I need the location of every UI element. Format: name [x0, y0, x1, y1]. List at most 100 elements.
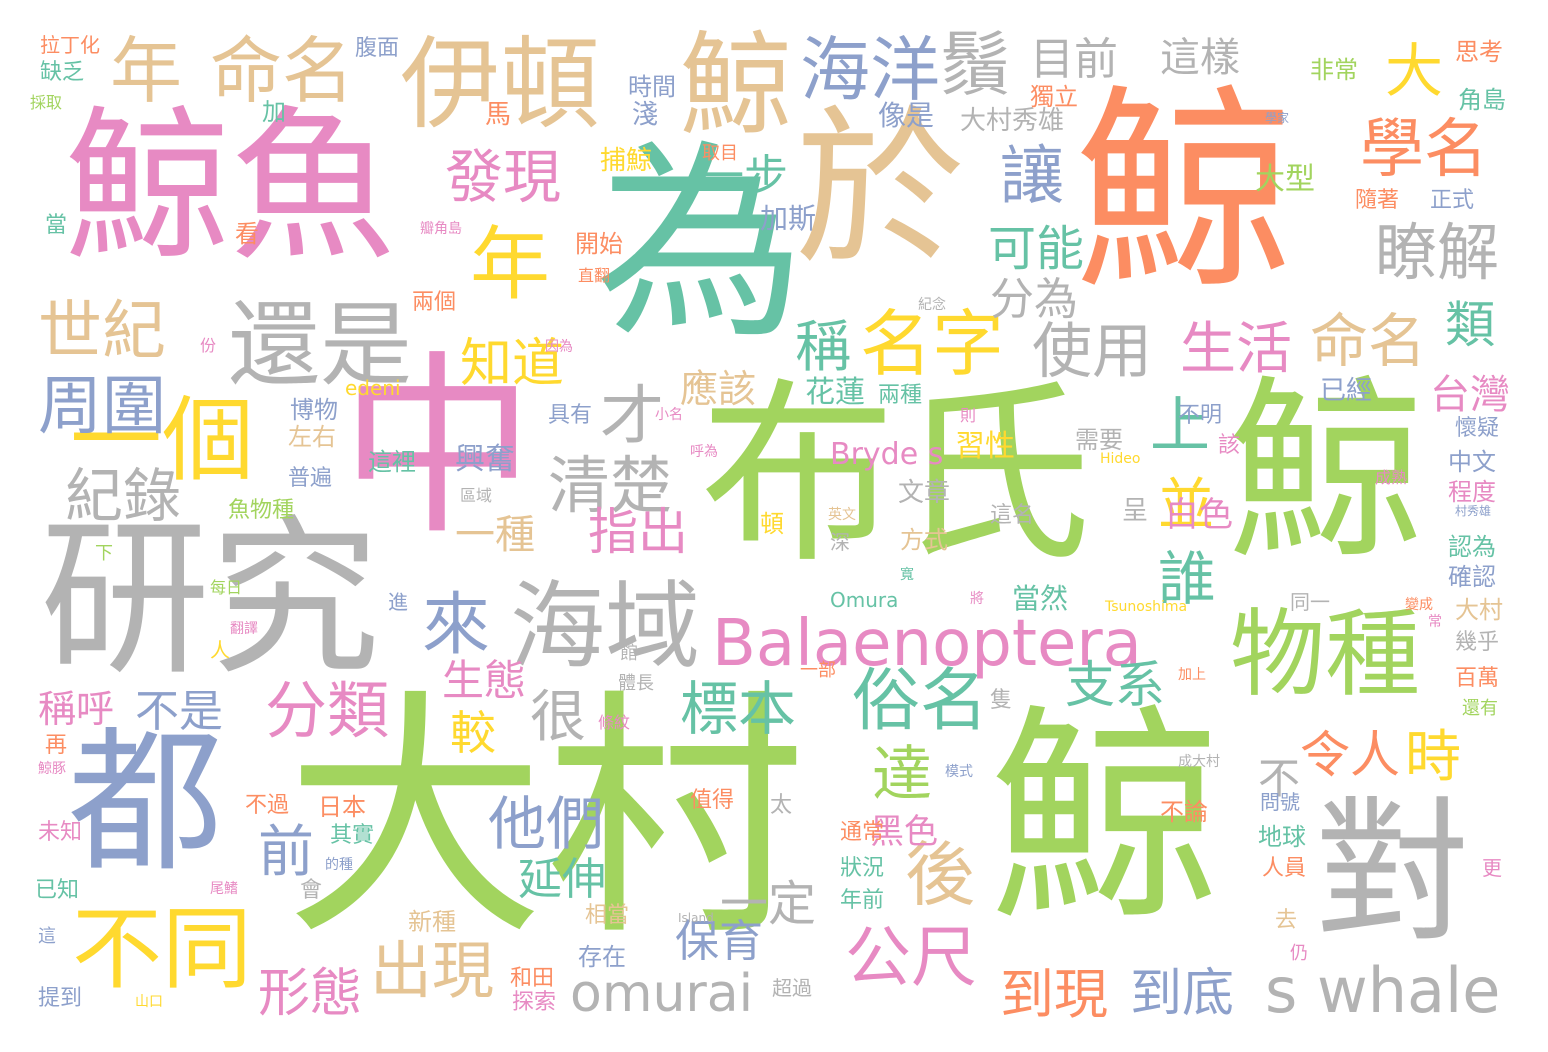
word: 當: [45, 213, 68, 238]
word: 頓: [760, 510, 784, 538]
word: 誰: [1158, 545, 1217, 613]
word: 模式: [945, 764, 973, 780]
word: 出現: [370, 934, 495, 1007]
word: 一個: [70, 387, 255, 494]
word: 普遍: [288, 466, 333, 491]
word: 的種: [325, 857, 353, 873]
word: 白色: [1165, 495, 1233, 535]
word: 幾乎: [1455, 630, 1500, 655]
word: 生活: [1180, 317, 1292, 382]
word: 還有: [1462, 698, 1498, 719]
word: Balaenoptera: [712, 607, 1142, 681]
word: 具有: [548, 403, 593, 428]
word: 時間: [628, 73, 676, 101]
word: 布氏: [700, 362, 1093, 590]
word: 直翻: [578, 266, 611, 285]
word: 分類: [265, 674, 390, 747]
word: 人: [210, 638, 230, 662]
word: 進: [388, 590, 408, 614]
word: 懷疑: [1455, 416, 1500, 441]
word: 捕鯨: [600, 146, 653, 176]
word: 加斯: [760, 202, 817, 235]
word: 探索: [512, 990, 557, 1015]
word: 海域: [510, 572, 701, 682]
word: 腹面: [355, 36, 400, 61]
word: 相當: [585, 903, 630, 928]
word: 馬: [485, 100, 512, 130]
word: 物種: [1230, 600, 1421, 710]
word: 中: [340, 334, 535, 561]
word: 瓣角島: [420, 221, 462, 237]
word: 紀錄: [65, 462, 182, 530]
word: 加: [262, 98, 286, 126]
word: 方式: [900, 526, 948, 554]
word: 鯨: [1075, 67, 1293, 320]
word: 角島: [1458, 86, 1506, 114]
word: 兩個: [412, 290, 457, 315]
word: 份: [200, 336, 217, 355]
word: 分為: [990, 274, 1078, 325]
word: 鯨: [990, 686, 1221, 953]
word: 達: [872, 740, 932, 810]
word: 周圍: [38, 370, 166, 444]
word: 一步: [700, 151, 788, 202]
word: 思考: [1455, 38, 1503, 66]
word: 因為: [545, 339, 573, 355]
word: 地球: [1258, 823, 1306, 851]
word: 其實: [330, 823, 375, 848]
word: 深: [830, 530, 850, 554]
word: 年前: [840, 888, 885, 913]
word: 英文: [828, 507, 856, 523]
word: 後: [905, 834, 975, 916]
word: 不: [1258, 754, 1301, 803]
word: 都: [68, 712, 223, 893]
word: 來: [422, 586, 491, 665]
word: 正式: [1430, 188, 1475, 213]
word: 尾鰭: [210, 881, 238, 897]
word: 上: [1150, 391, 1210, 461]
word: Island: [678, 911, 714, 925]
word: 新種: [408, 908, 456, 936]
word: 和田: [510, 966, 555, 991]
word: 對: [1315, 782, 1470, 963]
word: 呼為: [690, 444, 718, 460]
word: 去: [1275, 908, 1298, 933]
word: 狀況: [840, 856, 885, 881]
word: 年: [110, 29, 183, 113]
word: 獨立: [1030, 83, 1078, 111]
word: 博物: [290, 396, 338, 424]
word: 需要: [1075, 426, 1123, 454]
word: 加上: [1178, 667, 1206, 683]
word: 很: [530, 685, 586, 750]
word: 不同: [72, 897, 252, 1002]
word: 一種: [455, 512, 535, 558]
word: edeni: [345, 376, 401, 400]
word: 隨著: [1355, 188, 1400, 213]
word: 時: [1405, 725, 1461, 790]
word: 延伸: [518, 854, 606, 905]
word: 鯨豚: [38, 761, 66, 777]
word: 程度: [1448, 478, 1496, 506]
word: 瞭解: [1375, 216, 1500, 289]
word: 變成: [1405, 597, 1433, 613]
word: 不論: [1160, 798, 1208, 826]
word: 大: [1385, 37, 1444, 105]
word: 讓: [1000, 140, 1064, 214]
word: 淺: [632, 100, 659, 130]
word: 下: [95, 543, 113, 564]
word: 公尺: [845, 919, 977, 996]
word: 館: [620, 643, 638, 664]
word: 看: [235, 220, 259, 248]
word: 條紋: [598, 713, 631, 732]
word: 形態: [258, 964, 363, 1024]
word: 山口: [135, 994, 163, 1010]
word: 文章: [898, 478, 951, 508]
word: 已經: [1320, 376, 1373, 406]
word: 通常: [840, 820, 885, 845]
word: 該: [1218, 433, 1241, 458]
word: Hideo: [1100, 451, 1141, 467]
word: 並: [1158, 473, 1214, 538]
word: 知道: [460, 334, 565, 394]
word: 同一: [1290, 590, 1330, 614]
word: 俗名: [852, 662, 989, 741]
